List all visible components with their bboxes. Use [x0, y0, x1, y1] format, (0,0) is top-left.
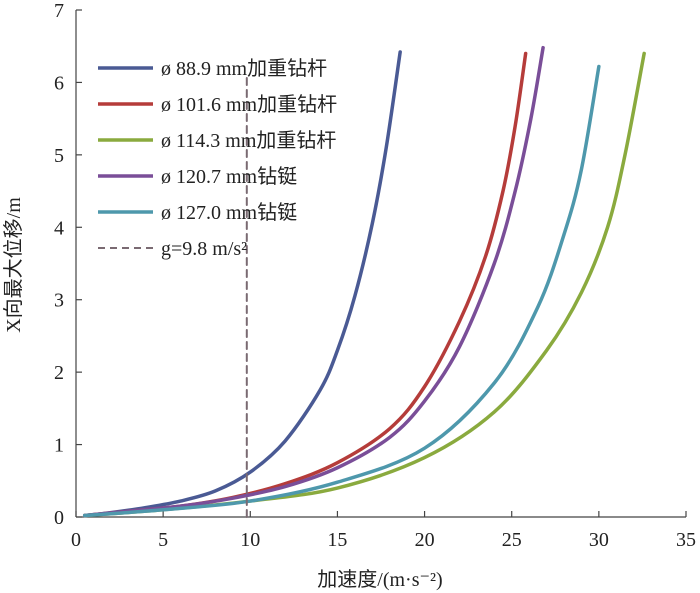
y-tick-label: 1 [54, 435, 64, 457]
legend-label-4: ø 120.7 mm钻铤 [161, 165, 297, 188]
legend-label-1: ø 88.9 mm加重钻杆 [161, 57, 327, 80]
x-tick-label: 10 [240, 529, 260, 551]
y-tick-label: 4 [54, 217, 64, 239]
y-tick-label: 0 [54, 507, 64, 529]
x-tick-label: 15 [327, 529, 347, 551]
x-tick-label: 0 [71, 529, 81, 551]
legend-label-2: ø 101.6 mm加重钻杆 [161, 93, 337, 116]
y-axis-label: X向最大位移/m [2, 197, 25, 333]
y-tick-label: 5 [54, 145, 64, 167]
series-line-2 [82, 51, 528, 518]
y-tick-label: 3 [54, 290, 64, 312]
legend-label-3: ø 114.3 mm加重钻杆 [161, 129, 336, 152]
y-tick-label: 6 [54, 72, 64, 94]
x-tick-label: 5 [158, 529, 168, 551]
series-line-4 [82, 45, 545, 518]
x-axis-label: 加速度/(m·s⁻²) [317, 568, 442, 591]
x-tick-label: 20 [415, 529, 435, 551]
legend: ø 88.9 mm加重钻杆 ø 101.6 mm加重钻杆 ø 114.3 mm加重钻… [98, 57, 337, 260]
y-tick-label: 7 [54, 0, 64, 22]
series-layer [82, 45, 646, 518]
legend-label-6: g=9.8 m/s² [161, 238, 247, 260]
series-line-1 [82, 50, 402, 518]
legend-label-5: ø 127.0 mm钻铤 [161, 201, 297, 224]
series-line-5 [82, 64, 601, 518]
x-tick-label: 25 [502, 529, 522, 551]
x-tick-label: 30 [589, 529, 609, 551]
x-tick-label: 35 [676, 529, 696, 551]
y-tick-label: 2 [54, 362, 64, 384]
axes: 0 5 10 15 20 25 30 35 0 1 2 3 4 5 6 7 [54, 0, 696, 551]
